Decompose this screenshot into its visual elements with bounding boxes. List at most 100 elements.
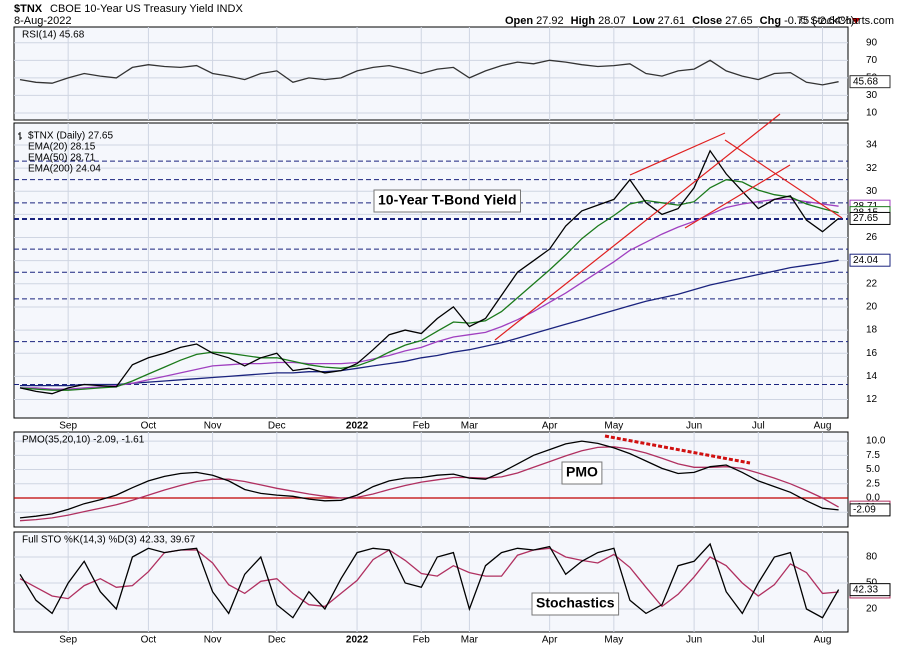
value-box bbox=[849, 503, 891, 517]
date: 8-Aug-2022 bbox=[14, 15, 72, 27]
trend-line bbox=[684, 164, 791, 229]
x-tick-label: Oct bbox=[141, 635, 157, 646]
y-tick-label: 16 bbox=[866, 348, 878, 359]
y-tick-label: 30 bbox=[866, 90, 878, 101]
x-tick-label: Aug bbox=[814, 635, 832, 646]
annotation: PMO bbox=[566, 464, 598, 480]
quote-label: Chg bbox=[760, 15, 781, 27]
panel-background bbox=[13, 531, 849, 633]
series-line bbox=[19, 542, 840, 619]
quote-value: 27.65 bbox=[725, 15, 753, 27]
value-label: -2.09 bbox=[853, 505, 876, 516]
y-tick-label: 90 bbox=[866, 37, 878, 48]
quote-value: 27.92 bbox=[536, 15, 564, 27]
series-line bbox=[19, 179, 839, 391]
series-line bbox=[19, 149, 840, 395]
quote-value: 27.61 bbox=[658, 15, 686, 27]
y-tick-label: 0.0 bbox=[866, 493, 880, 504]
x-tick-label: Jul bbox=[752, 635, 765, 646]
value-box bbox=[849, 75, 891, 89]
legend-entry: $TNX (Daily) 27.65 bbox=[28, 131, 113, 142]
trend-line bbox=[604, 434, 751, 465]
series-line bbox=[19, 440, 839, 519]
y-tick-label: 30 bbox=[866, 186, 878, 197]
legend-entry: EMA(20) 28.15 bbox=[28, 142, 96, 153]
y-tick-label: 50 bbox=[866, 578, 878, 589]
x-tick-label: 2022 bbox=[346, 421, 369, 432]
x-tick-label: Mar bbox=[461, 421, 479, 432]
y-tick-label: 18 bbox=[866, 325, 878, 336]
x-tick-label: Apr bbox=[542, 421, 558, 432]
annotation-box bbox=[373, 189, 521, 213]
y-tick-label: 20 bbox=[866, 302, 878, 313]
value-box bbox=[849, 253, 891, 267]
x-tick-label: Nov bbox=[204, 421, 222, 432]
quote-label: High bbox=[571, 15, 596, 27]
value-box bbox=[849, 211, 891, 225]
quote-label: Open bbox=[505, 15, 533, 27]
quote: Open 27.92 High 28.07 Low 27.61 Close 27.65 Chg -… bbox=[505, 15, 854, 27]
symbol-name: CBOE 10-Year US Treasury Yield INDX bbox=[50, 3, 243, 15]
down-arrow bbox=[852, 18, 860, 24]
value-box bbox=[849, 583, 891, 597]
y-tick-label: 10.0 bbox=[866, 436, 886, 447]
x-tick-label: Aug bbox=[814, 421, 832, 432]
quote-value: -0.75 bbox=[784, 15, 809, 27]
symbol: $TNX bbox=[14, 3, 43, 15]
y-tick-label: 20 bbox=[866, 604, 878, 615]
annotation-box bbox=[531, 592, 620, 616]
value-label: 27.65 bbox=[853, 213, 878, 224]
x-tick-label: Oct bbox=[141, 421, 157, 432]
annotation: Stochastics bbox=[536, 595, 615, 611]
x-tick-label: Dec bbox=[268, 421, 286, 432]
x-tick-label: Sep bbox=[59, 421, 77, 432]
series-line bbox=[19, 547, 839, 608]
x-tick-label: Jun bbox=[686, 421, 702, 432]
y-tick-label: 26 bbox=[866, 232, 878, 243]
y-tick-label: 32 bbox=[866, 163, 878, 174]
x-tick-label: 2022 bbox=[346, 635, 369, 646]
legend-entry: EMA(50) 28.71 bbox=[28, 153, 96, 164]
y-tick-label: 10 bbox=[866, 108, 878, 119]
y-tick-label: 2.5 bbox=[866, 478, 880, 489]
x-tick-label: May bbox=[604, 635, 623, 646]
x-tick-label: Feb bbox=[413, 635, 431, 646]
panel-background bbox=[13, 431, 849, 528]
x-tick-label: Jul bbox=[752, 421, 765, 432]
x-tick-label: Sep bbox=[59, 635, 77, 646]
x-tick-label: Apr bbox=[542, 635, 558, 646]
x-tick-label: Dec bbox=[268, 635, 286, 646]
value-label: 24.04 bbox=[853, 255, 878, 266]
x-tick-label: Feb bbox=[413, 421, 431, 432]
y-tick-label: 14 bbox=[866, 371, 878, 382]
y-tick-label: 22 bbox=[866, 278, 878, 289]
panel-title: Full STO %K(14,3) %D(3) 42.33, 39.67 bbox=[22, 535, 196, 546]
series-line bbox=[20, 259, 839, 387]
panel-title: PMO(35,20,10) -2.09, -1.61 bbox=[22, 435, 145, 446]
quote-value: 28.07 bbox=[598, 15, 626, 27]
quote-label: Close bbox=[692, 15, 722, 27]
panel-title: RSI(14) 45.68 bbox=[22, 30, 85, 41]
trend-line bbox=[494, 113, 781, 341]
series-line bbox=[19, 446, 839, 522]
value-label: 42.33 bbox=[853, 584, 878, 595]
y-tick-label: 34 bbox=[866, 140, 878, 151]
x-tick-label: Mar bbox=[461, 635, 479, 646]
y-tick-label: 70 bbox=[866, 55, 878, 66]
legend-entry: EMA(200) 24.04 bbox=[28, 164, 101, 175]
quote-label: Low bbox=[633, 15, 655, 27]
annotation: 10-Year T-Bond Yield bbox=[378, 192, 517, 208]
x-tick-label: May bbox=[604, 421, 623, 432]
annotation-box bbox=[561, 461, 603, 485]
x-tick-label: Jun bbox=[686, 635, 702, 646]
panel-background bbox=[13, 122, 849, 419]
trend-line bbox=[629, 132, 726, 176]
x-tick-label: Nov bbox=[204, 635, 222, 646]
y-tick-label: 7.5 bbox=[866, 450, 880, 461]
y-tick-label: 5.0 bbox=[866, 464, 880, 475]
panel-background bbox=[13, 26, 849, 121]
y-tick-label: 80 bbox=[866, 552, 878, 563]
copyright: © StockCharts.com bbox=[799, 15, 894, 27]
